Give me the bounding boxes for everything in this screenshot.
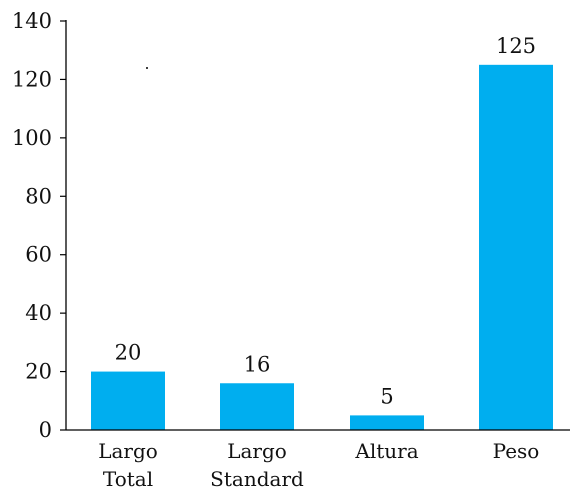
data-label: 20 — [115, 341, 142, 365]
x-category-label-line: Altura — [354, 439, 418, 463]
y-tick-label: 120 — [12, 67, 52, 91]
x-category-label: Largo Standard — [210, 439, 304, 491]
bar — [91, 371, 165, 430]
y-tick-label: 0 — [39, 418, 52, 442]
x-category-label-line: Total — [103, 467, 153, 491]
x-category-label-line: Peso — [493, 439, 540, 463]
data-labels-group: 20 16 5 125 — [115, 34, 536, 409]
bar — [479, 64, 553, 431]
bars-group — [91, 64, 553, 431]
data-label: 125 — [496, 34, 536, 58]
y-tick-label: 100 — [12, 126, 52, 150]
y-tick-label: 80 — [25, 184, 52, 208]
x-axis-labels: Largo Total Largo Standard Altura Peso — [98, 439, 539, 491]
data-label: 16 — [244, 352, 271, 376]
bar — [350, 415, 424, 430]
y-tick-label: 60 — [25, 243, 52, 267]
data-label: 5 — [380, 384, 393, 408]
x-category-label-line: Largo — [227, 439, 287, 463]
x-category-label-line: Largo — [98, 439, 158, 463]
x-category-label: Altura — [354, 439, 418, 463]
stray-dot-mark — [146, 67, 148, 69]
y-tick-label: 40 — [25, 301, 52, 325]
y-tick-label: 140 — [12, 9, 52, 33]
x-category-label: Largo Total — [98, 439, 158, 491]
bar — [220, 383, 294, 430]
x-category-label-line: Standard — [210, 467, 304, 491]
y-tick-label: 20 — [25, 360, 52, 384]
y-axis-ticks: 0 20 40 60 80 100 120 140 — [12, 9, 66, 442]
x-category-label: Peso — [493, 439, 540, 463]
